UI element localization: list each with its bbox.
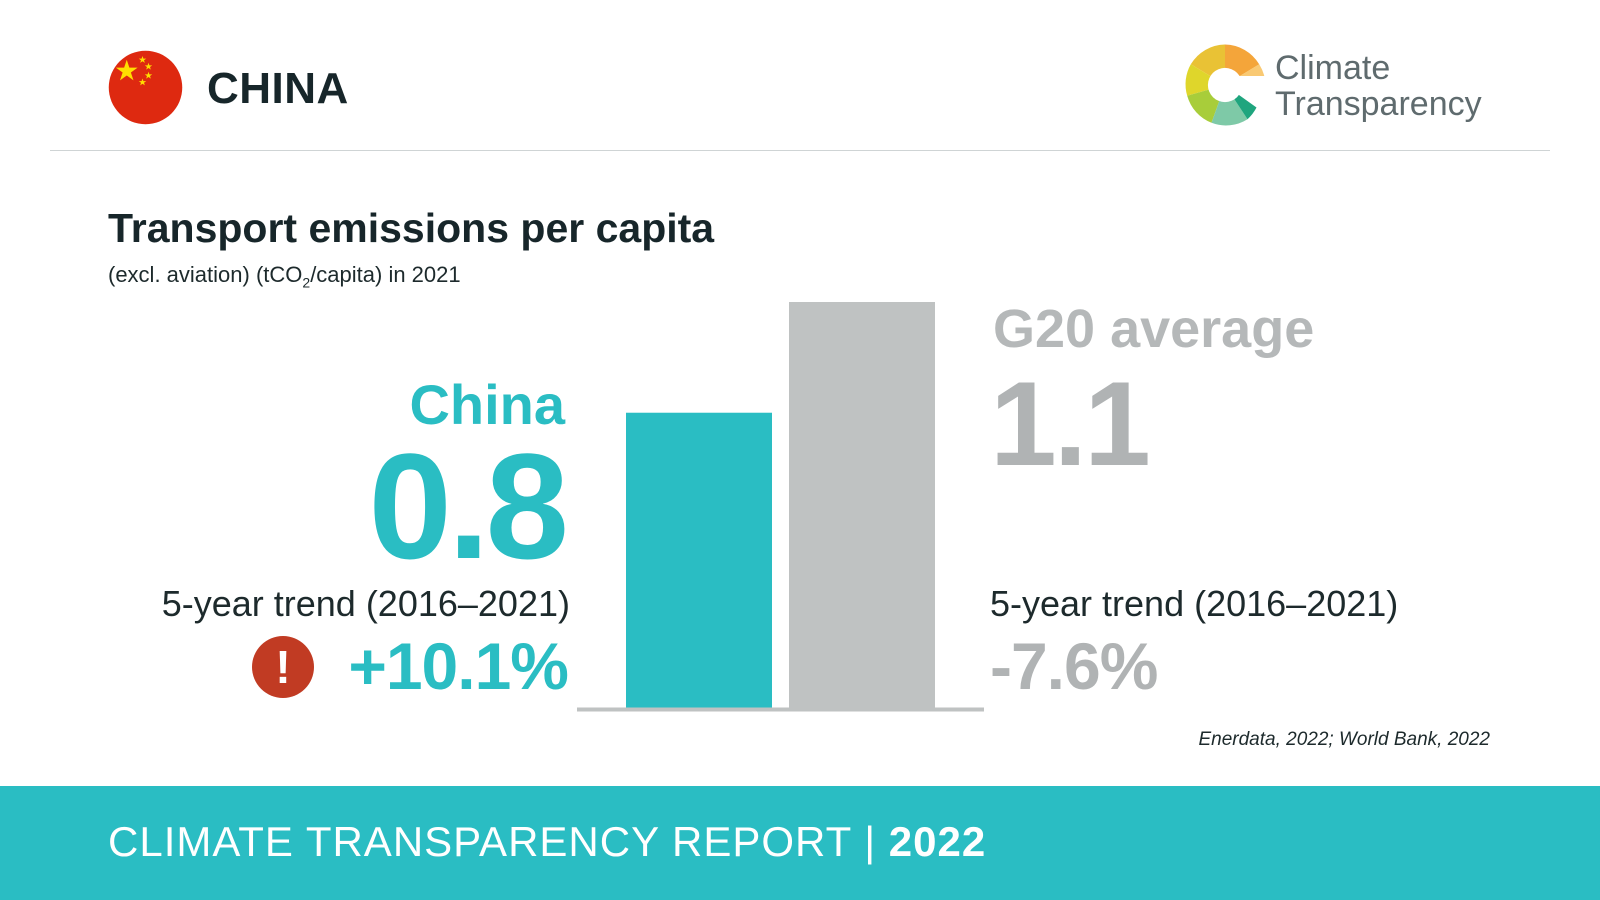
chart-title: Transport emissions per capita	[108, 205, 715, 251]
subtitle-post: /capita) in 2021	[310, 262, 461, 287]
header-divider	[50, 150, 1550, 151]
china-series-label: China	[409, 373, 565, 436]
subtitle-pre: (excl. aviation) (tCO	[108, 262, 303, 287]
footer-text: CLIMATE TRANSPARENCY REPORT | 2022	[108, 818, 986, 866]
china-trend-label: 5-year trend (2016–2021)	[161, 583, 570, 624]
source-note: Enerdata, 2022; World Bank, 2022	[1198, 729, 1490, 750]
footer-report-name: CLIMATE TRANSPARENCY REPORT	[108, 818, 852, 865]
footer-separator: |	[864, 818, 877, 865]
country-name: CHINA	[207, 64, 349, 113]
g20-trend-value: -7.6%	[990, 629, 1158, 703]
warning-icon: !	[252, 636, 314, 698]
climate-transparency-logo-icon	[1185, 44, 1270, 126]
bar-g20	[789, 302, 935, 708]
g20-trend-label: 5-year trend (2016–2021)	[990, 583, 1399, 624]
logo-text-line1: Climate	[1275, 49, 1391, 87]
bar-china	[626, 412, 772, 708]
subtitle-subscript: 2	[302, 274, 311, 291]
china-flag-icon	[108, 50, 183, 125]
china-trend-value: +10.1%	[348, 629, 569, 703]
footer-year: 2022	[888, 818, 987, 865]
logo-text-line2: Transparency	[1275, 85, 1482, 123]
chart-subtitle: (excl. aviation) (tCO2/capita) in 2021	[108, 262, 461, 290]
footer-band	[0, 786, 1600, 900]
g20-series-label: G20 average	[993, 299, 1315, 359]
g20-value-label: 1.1	[990, 357, 1151, 491]
china-value-label: 0.8	[368, 422, 569, 590]
logo-text: Climate Transparency	[1275, 50, 1482, 122]
